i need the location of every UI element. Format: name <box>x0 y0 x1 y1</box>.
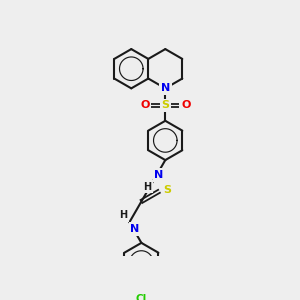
Text: N: N <box>154 170 164 180</box>
Text: Cl: Cl <box>136 294 147 300</box>
Text: S: S <box>163 184 171 195</box>
Text: S: S <box>161 100 169 110</box>
Text: O: O <box>181 100 190 110</box>
Text: N: N <box>161 83 170 93</box>
Text: N: N <box>130 224 140 234</box>
Text: H: H <box>120 211 128 220</box>
Text: O: O <box>140 100 149 110</box>
Text: H: H <box>143 182 152 192</box>
